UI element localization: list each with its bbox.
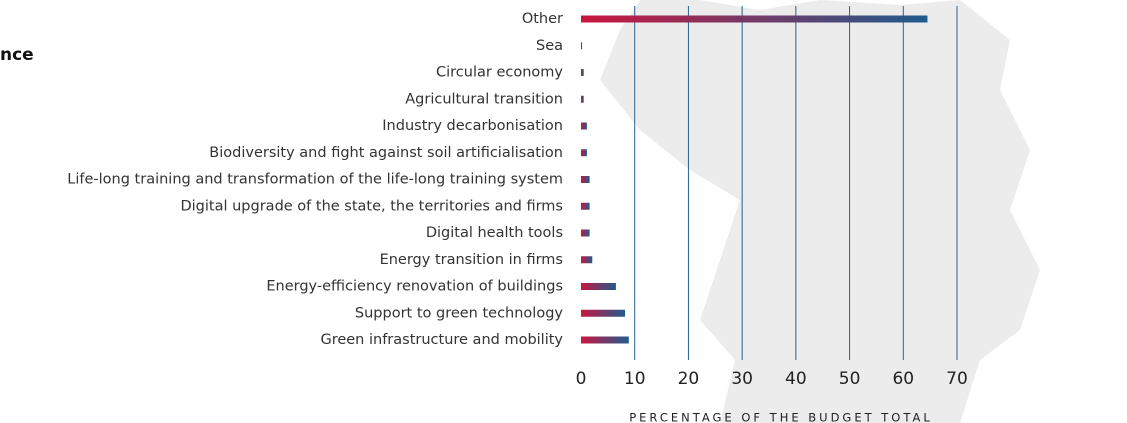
bar xyxy=(581,229,590,237)
x-tick-label: 60 xyxy=(892,369,914,389)
bar xyxy=(581,15,928,23)
y-tick-label: Support to green technology xyxy=(355,305,564,321)
bar xyxy=(581,95,584,103)
bar xyxy=(581,336,629,344)
x-tick-label: 50 xyxy=(839,369,861,389)
bar xyxy=(581,202,590,210)
map-background xyxy=(600,0,1040,423)
y-tick-label: Energy-efficiency renovation of building… xyxy=(266,279,563,295)
y-tick-label: Industry decarbonisation xyxy=(382,118,563,134)
y-tick-label: Circular economy xyxy=(436,65,563,81)
y-tick-label: Agricultural transition xyxy=(405,91,563,107)
bar xyxy=(581,309,626,317)
x-axis-title: PERCENTAGE OF THE BUDGET TOTAL xyxy=(629,411,933,423)
bar xyxy=(581,283,616,290)
y-tick-label: Green infrastructure and mobility xyxy=(320,332,563,348)
x-tick-label: 20 xyxy=(678,369,700,389)
bar xyxy=(581,149,587,157)
x-tick-label: 0 xyxy=(576,369,587,389)
x-tick-label: 30 xyxy=(731,369,753,389)
y-tick-label: Life-long training and transformation of… xyxy=(67,172,563,188)
y-tick-label: Sea xyxy=(536,38,563,54)
bar xyxy=(581,176,590,183)
bar xyxy=(581,42,583,50)
y-tick-label: Digital upgrade of the state, the territ… xyxy=(180,198,563,214)
chart-title: nce xyxy=(0,45,34,65)
y-tick-label: Other xyxy=(522,11,563,27)
x-tick-label: 40 xyxy=(785,369,807,389)
y-tick-label: Biodiversity and fight against soil arti… xyxy=(209,145,563,161)
x-tick-label: 10 xyxy=(624,369,646,389)
bar xyxy=(581,122,587,130)
x-tick-label: 70 xyxy=(946,369,968,389)
bar xyxy=(581,69,584,76)
bar xyxy=(581,256,593,264)
y-tick-label: Energy transition in firms xyxy=(380,252,563,268)
y-tick-label: Digital health tools xyxy=(426,225,563,241)
